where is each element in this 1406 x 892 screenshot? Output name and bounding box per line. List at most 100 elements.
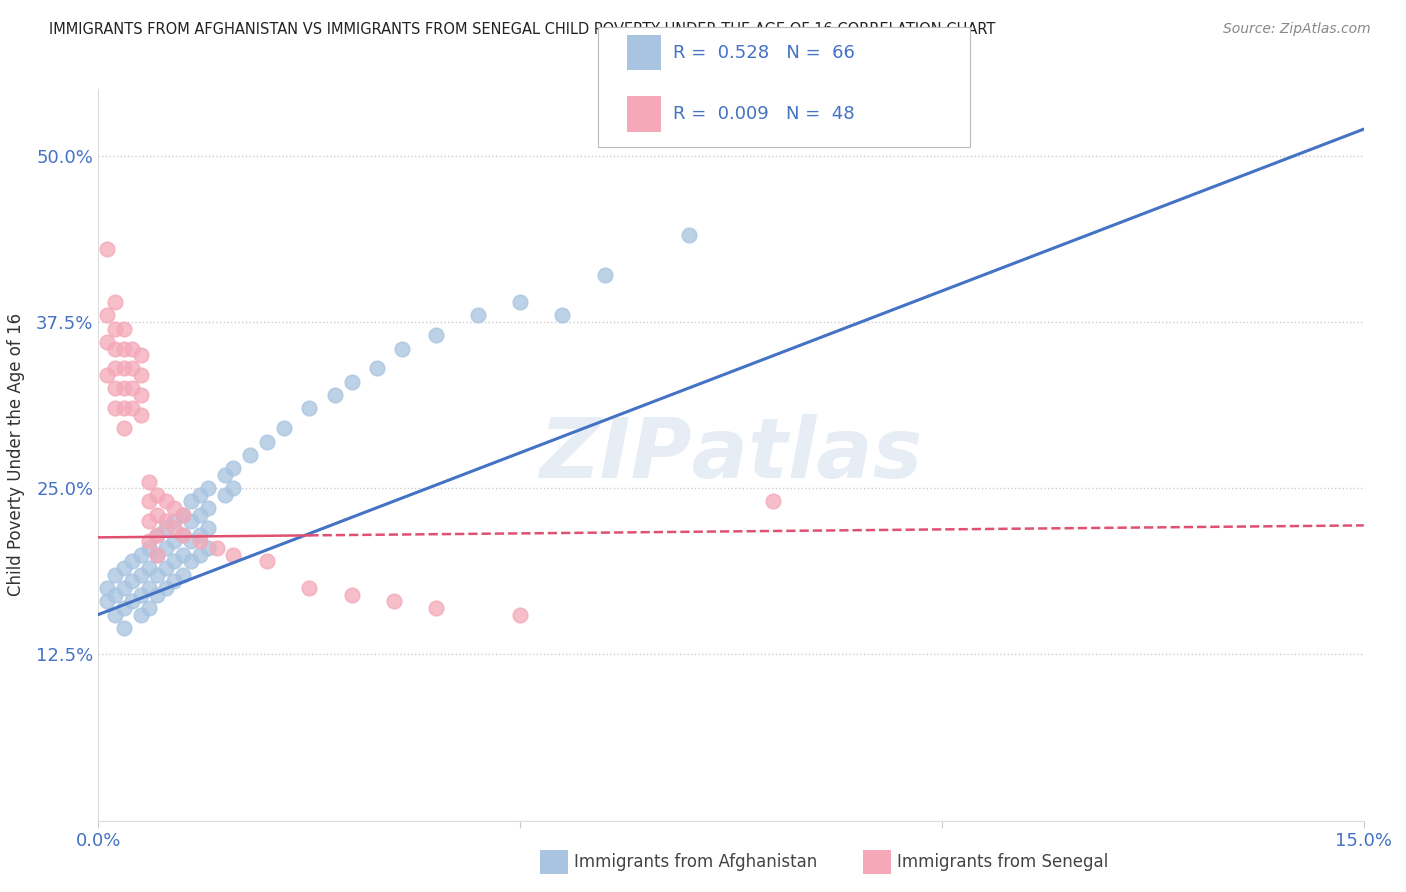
Point bbox=[593, 268, 616, 283]
Point bbox=[323, 388, 346, 402]
Point bbox=[104, 321, 127, 335]
Point bbox=[172, 548, 194, 562]
Point bbox=[425, 328, 447, 343]
Point bbox=[163, 574, 186, 589]
Text: ZIP​atlas: ZIP​atlas bbox=[540, 415, 922, 495]
Point bbox=[129, 368, 152, 383]
Point bbox=[138, 515, 160, 529]
Point bbox=[112, 381, 135, 395]
Point bbox=[273, 421, 295, 435]
Point bbox=[112, 361, 135, 376]
Point bbox=[146, 548, 169, 562]
Point bbox=[180, 554, 202, 568]
Point bbox=[104, 401, 127, 416]
Point bbox=[104, 381, 127, 395]
Point bbox=[112, 421, 135, 435]
Point bbox=[146, 548, 169, 562]
Point bbox=[256, 434, 278, 449]
Point bbox=[121, 381, 143, 395]
Point bbox=[104, 588, 127, 602]
Point bbox=[197, 541, 219, 555]
Point bbox=[112, 581, 135, 595]
Point bbox=[146, 527, 169, 541]
Point bbox=[340, 588, 363, 602]
Point bbox=[197, 521, 219, 535]
Point bbox=[180, 534, 202, 549]
Point bbox=[96, 242, 118, 256]
Point bbox=[172, 508, 194, 522]
Point bbox=[188, 548, 211, 562]
Point bbox=[298, 581, 321, 595]
Point bbox=[467, 308, 489, 322]
Point bbox=[138, 600, 160, 615]
Point bbox=[129, 588, 152, 602]
Point bbox=[155, 541, 177, 555]
Point bbox=[214, 467, 236, 482]
Point bbox=[172, 527, 194, 541]
Point bbox=[163, 521, 186, 535]
Point bbox=[112, 621, 135, 635]
Point bbox=[129, 548, 152, 562]
Point bbox=[425, 600, 447, 615]
Point bbox=[222, 461, 245, 475]
Text: R =  0.009   N =  48: R = 0.009 N = 48 bbox=[673, 105, 855, 123]
Point bbox=[155, 494, 177, 508]
Point bbox=[188, 527, 211, 541]
Point bbox=[129, 388, 152, 402]
Point bbox=[112, 401, 135, 416]
Point bbox=[121, 361, 143, 376]
Point bbox=[197, 481, 219, 495]
Point bbox=[180, 515, 202, 529]
Point bbox=[180, 494, 202, 508]
Point bbox=[509, 607, 531, 622]
Point bbox=[96, 581, 118, 595]
Point bbox=[121, 342, 143, 356]
Text: R =  0.528   N =  66: R = 0.528 N = 66 bbox=[673, 44, 855, 62]
Point bbox=[509, 295, 531, 310]
Point bbox=[104, 361, 127, 376]
Point bbox=[146, 508, 169, 522]
Point bbox=[112, 561, 135, 575]
Point bbox=[96, 334, 118, 349]
Point bbox=[129, 348, 152, 362]
Point bbox=[112, 342, 135, 356]
Point bbox=[138, 541, 160, 555]
Point bbox=[172, 567, 194, 582]
Point bbox=[121, 554, 143, 568]
Point bbox=[138, 534, 160, 549]
Point bbox=[146, 488, 169, 502]
Point bbox=[205, 541, 228, 555]
Point bbox=[138, 494, 160, 508]
Point bbox=[155, 581, 177, 595]
Point bbox=[121, 574, 143, 589]
Point bbox=[391, 342, 413, 356]
Point bbox=[138, 475, 160, 489]
Text: Immigrants from Afghanistan: Immigrants from Afghanistan bbox=[574, 853, 817, 871]
Text: Immigrants from Senegal: Immigrants from Senegal bbox=[897, 853, 1108, 871]
Point bbox=[129, 607, 152, 622]
Text: IMMIGRANTS FROM AFGHANISTAN VS IMMIGRANTS FROM SENEGAL CHILD POVERTY UNDER THE A: IMMIGRANTS FROM AFGHANISTAN VS IMMIGRANT… bbox=[49, 22, 995, 37]
Point bbox=[146, 588, 169, 602]
Point bbox=[239, 448, 262, 462]
Text: Source: ZipAtlas.com: Source: ZipAtlas.com bbox=[1223, 22, 1371, 37]
Point bbox=[121, 401, 143, 416]
Point bbox=[678, 228, 700, 243]
Point bbox=[146, 567, 169, 582]
Point bbox=[214, 488, 236, 502]
Point bbox=[222, 481, 245, 495]
Point bbox=[96, 308, 118, 322]
Point bbox=[366, 361, 388, 376]
Point bbox=[121, 594, 143, 608]
Point bbox=[197, 501, 219, 516]
Point bbox=[129, 408, 152, 422]
Point bbox=[163, 515, 186, 529]
Point bbox=[104, 295, 127, 310]
Point bbox=[163, 534, 186, 549]
Point bbox=[172, 527, 194, 541]
Y-axis label: Child Poverty Under the Age of 16: Child Poverty Under the Age of 16 bbox=[7, 313, 25, 597]
Point bbox=[762, 494, 785, 508]
Point bbox=[155, 561, 177, 575]
Point bbox=[172, 508, 194, 522]
Point bbox=[112, 600, 135, 615]
Point bbox=[138, 561, 160, 575]
